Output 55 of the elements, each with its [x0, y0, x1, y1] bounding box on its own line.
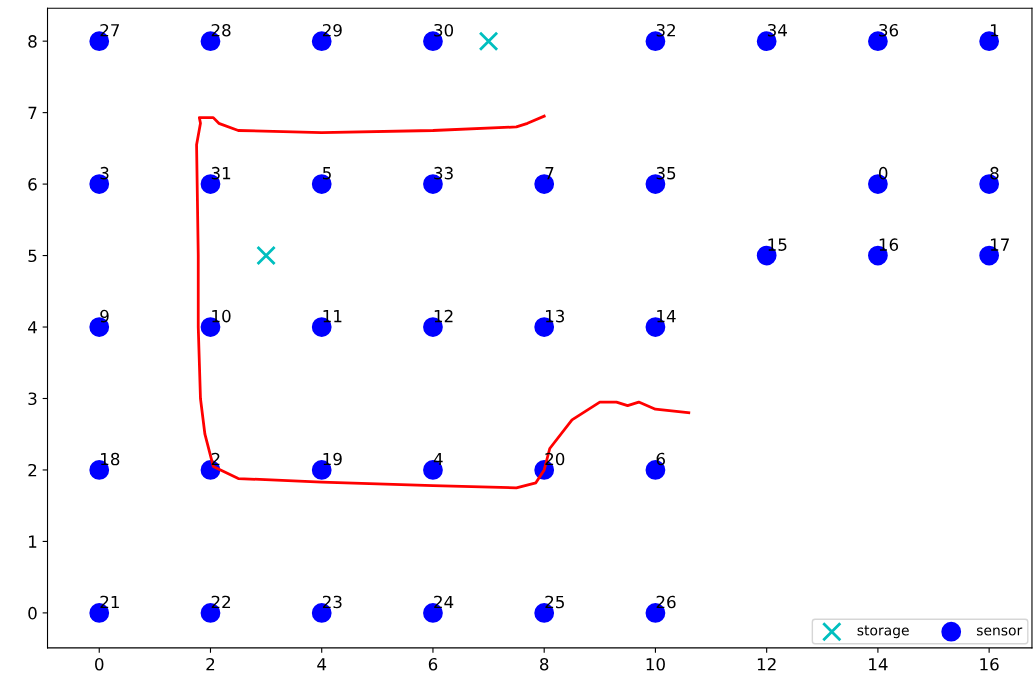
x-tick-label: 10	[646, 657, 665, 671]
y-tick-label: 5	[28, 249, 37, 263]
y-tick-label: 6	[28, 178, 37, 191]
annotation: 18	[101, 452, 120, 466]
annotation: 24	[434, 595, 454, 609]
annotation: 15	[768, 238, 787, 251]
point	[256, 245, 276, 266]
x-tick-label: 6	[428, 657, 438, 671]
annotation: 29	[322, 23, 342, 37]
annotation: 7	[545, 167, 554, 180]
annotation: 16	[879, 238, 899, 251]
annotation: 14	[657, 310, 676, 323]
legend-label: sensor	[976, 627, 1023, 636]
annotation: 28	[211, 23, 231, 37]
x-tick-label: 14	[869, 658, 888, 671]
annotation: 30	[434, 23, 454, 37]
annotation: 34	[767, 23, 787, 37]
legend-label: storage	[857, 625, 909, 639]
y-tick-label: 4	[28, 321, 37, 334]
annotation: 13	[546, 309, 565, 323]
annotation: 3	[100, 166, 109, 180]
x-tick-label: 2	[206, 657, 215, 671]
x-tick-label: 16	[980, 657, 999, 671]
annotation: 22	[211, 595, 231, 609]
y-tick-label: 1	[29, 535, 37, 548]
annotation: 1	[990, 24, 999, 37]
annotation: 23	[322, 595, 342, 609]
annotation: 31	[211, 166, 231, 180]
y-tick-label: 3	[28, 392, 37, 406]
annotation: 11	[323, 310, 342, 323]
x-tick-label: 12	[757, 657, 776, 671]
annotation: 9	[100, 309, 109, 323]
annotation: 17	[990, 238, 1009, 251]
point	[478, 31, 499, 52]
annotation: 25	[545, 595, 564, 609]
y-tick-label: 8	[28, 35, 37, 48]
annotation: 33	[434, 166, 453, 180]
annotation: 27	[100, 23, 120, 37]
annotation: 8	[990, 166, 999, 180]
x-tick-label: 8	[540, 657, 549, 671]
annotation: 35	[656, 166, 676, 180]
annotation: 0	[879, 166, 888, 180]
y-tick-label: 7	[28, 106, 37, 119]
annotation: 32	[656, 23, 675, 37]
y-tick-label: 2	[28, 463, 37, 477]
annotation: 19	[323, 452, 342, 466]
x-tick-label: 0	[95, 657, 104, 671]
annotation: 26	[656, 595, 676, 609]
annotation: 10	[212, 309, 231, 323]
x-tick-label: 4	[317, 658, 327, 671]
annotation: 21	[100, 595, 119, 609]
y-tick-label: 0	[28, 606, 37, 620]
annotation: 12	[434, 309, 453, 323]
line-series	[195, 114, 691, 490]
annotation: 36	[879, 23, 899, 37]
